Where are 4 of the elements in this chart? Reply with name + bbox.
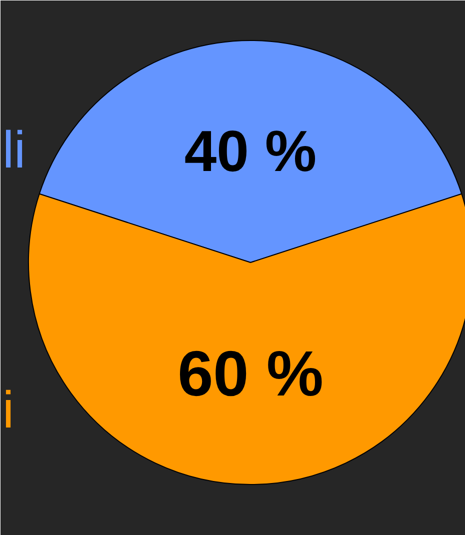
slice-label: i — [2, 382, 14, 440]
data-label: 60 % — [178, 338, 324, 410]
data-label: 40 % — [184, 119, 317, 184]
slice-label: li — [2, 122, 26, 180]
